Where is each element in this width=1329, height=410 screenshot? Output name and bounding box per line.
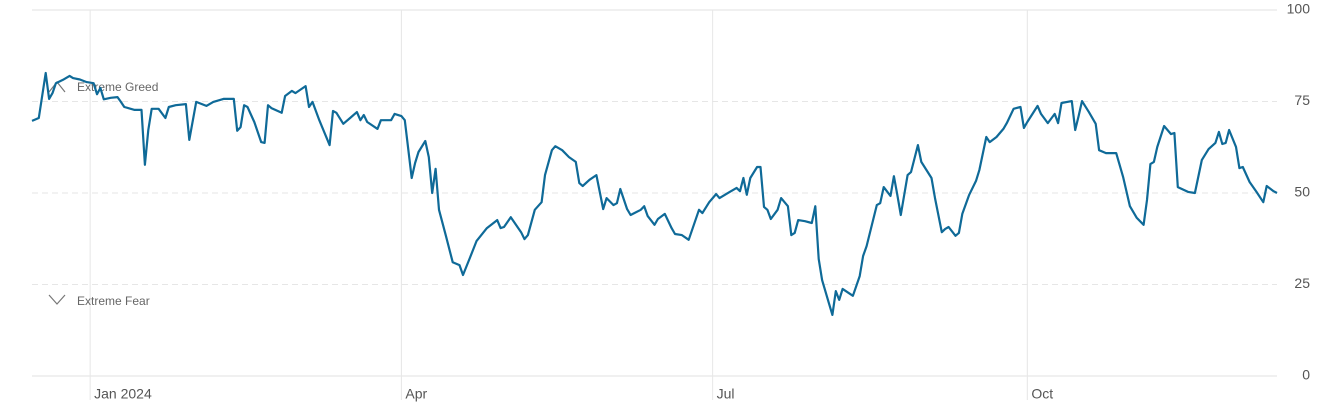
annotation: Extreme Greed <box>77 80 158 94</box>
x-tick-label: Jul <box>717 386 735 402</box>
y-tick-label: 0 <box>1302 367 1310 383</box>
x-tick-label: Apr <box>405 386 427 402</box>
chevron-down <box>48 294 66 305</box>
annotation: Extreme Fear <box>77 294 150 308</box>
x-tick-label: Jan 2024 <box>94 386 152 402</box>
y-tick-label: 75 <box>1294 92 1310 108</box>
x-tick-label: Oct <box>1031 386 1053 402</box>
extreme-fear-annotation: Extreme Fear <box>48 294 150 308</box>
data-line <box>31 71 1278 316</box>
extreme-greed-annotation: Extreme Greed <box>48 80 158 94</box>
y-tick-label: 100 <box>1287 1 1311 17</box>
y-tick-label: 25 <box>1294 275 1310 291</box>
grid: 0 25 50 75 100 Jan 2024 Apr Jul Oct <box>32 1 1310 402</box>
y-tick-label: 50 <box>1294 184 1310 200</box>
